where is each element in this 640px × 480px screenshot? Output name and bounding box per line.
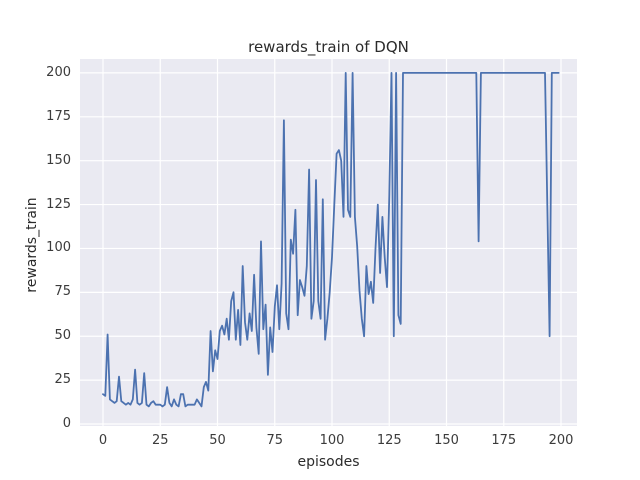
x-tick-label: 100 — [319, 433, 345, 448]
y-tick-label: 50 — [54, 328, 71, 344]
reward-line-series — [102, 71, 560, 408]
y-tick-label: 175 — [46, 108, 71, 124]
y-tick-label: 125 — [46, 196, 71, 212]
y-tick-label: 200 — [46, 64, 71, 80]
y-tick-label: 0 — [62, 416, 71, 431]
x-tick-label: 75 — [266, 433, 284, 448]
plot-area — [80, 59, 577, 426]
x-tick-label: 0 — [98, 433, 108, 448]
x-tick-label: 150 — [434, 433, 459, 448]
y-tick-label: 100 — [46, 240, 71, 256]
x-tick-label: 125 — [376, 433, 402, 448]
y-tick-label: 25 — [54, 372, 71, 388]
chart-title: rewards_train of DQN — [248, 38, 409, 56]
x-axis-label: episodes — [297, 454, 360, 470]
y-tick-label: 75 — [54, 284, 71, 300]
gridlines — [80, 59, 577, 426]
x-tick-label: 50 — [209, 433, 226, 448]
chart-svg — [80, 59, 577, 426]
x-tick-label: 200 — [548, 433, 574, 448]
x-tick-label: 175 — [491, 433, 517, 448]
x-tick-label: 25 — [151, 433, 169, 448]
y-tick-label: 150 — [46, 152, 71, 168]
